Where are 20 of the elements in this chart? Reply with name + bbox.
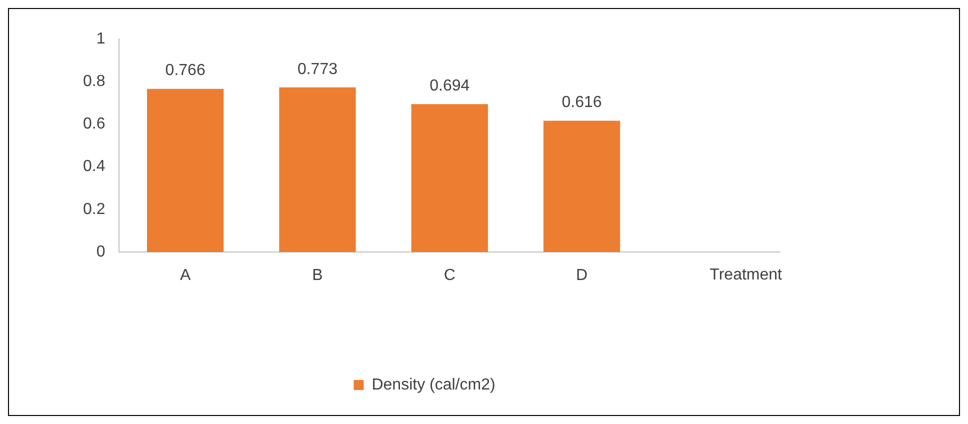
x-axis-title: Treatment — [710, 266, 783, 284]
y-tick-label: 0 — [96, 243, 106, 260]
data-label: 0.766 — [165, 62, 206, 80]
y-tick-label: 0.6 — [82, 116, 106, 133]
x-tick-label: D — [576, 267, 588, 284]
x-tick-label: B — [312, 267, 323, 284]
x-tick-label: A — [180, 267, 191, 284]
data-label: 0.694 — [430, 78, 470, 95]
bar — [279, 87, 356, 252]
y-tick-label: 0.2 — [82, 200, 106, 218]
bar — [411, 104, 488, 252]
bar — [146, 88, 224, 252]
legend-label: Density (cal/cm2) — [372, 376, 496, 394]
x-tick-label: C — [444, 267, 456, 284]
data-label: 0.616 — [562, 94, 602, 112]
y-tick-label: 1 — [96, 30, 106, 48]
y-tick-label: 0.4 — [82, 158, 106, 176]
data-label: 0.773 — [297, 60, 338, 78]
bar — [543, 120, 620, 252]
y-tick-label: 0.8 — [82, 73, 106, 90]
